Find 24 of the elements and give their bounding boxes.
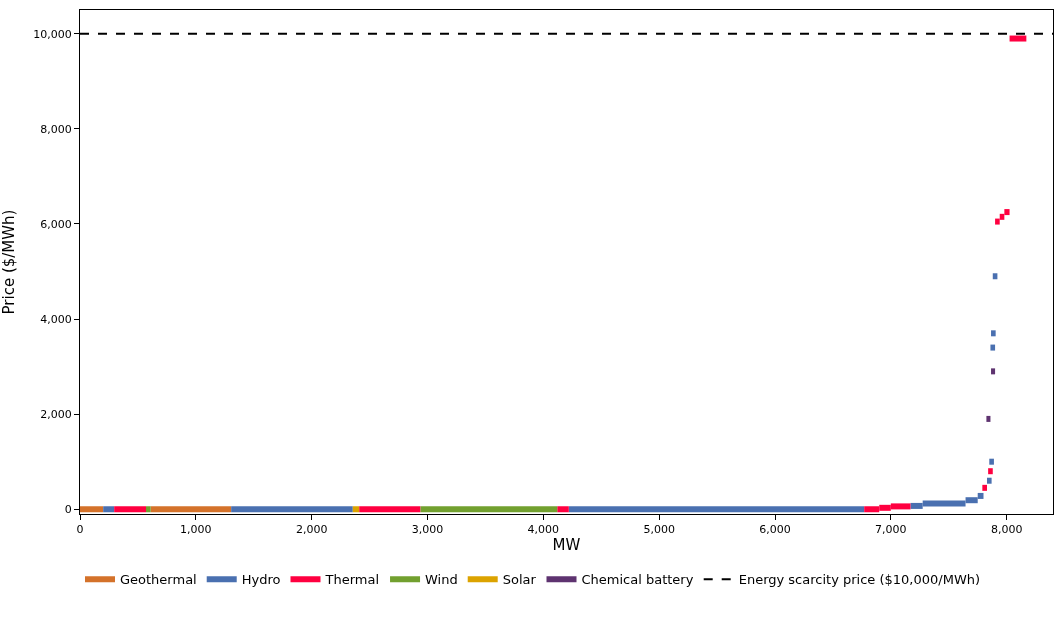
- y-tick-label: 10,000: [33, 27, 72, 41]
- x-axis-title: MW: [552, 536, 581, 555]
- x-tick-label: 3,000: [411, 523, 444, 537]
- legend-label: Geothermal: [120, 572, 197, 588]
- y-tick-label: 2,000: [40, 408, 72, 421]
- legend-label: Energy scarcity price ($10,000/MWh): [738, 572, 981, 588]
- legend-label: Hydro: [241, 572, 281, 588]
- legend-label: Wind: [425, 572, 458, 588]
- y-tick-label: 0: [64, 503, 72, 517]
- legend-label: Chemical battery: [581, 572, 694, 588]
- y-axis-title: Price ($/MWh): [0, 209, 18, 315]
- x-tick-label: 7,000: [875, 523, 907, 537]
- y-tick-label: 4,000: [40, 312, 72, 326]
- x-tick-label: 5,000: [643, 523, 675, 537]
- x-tick-label: 6,000: [759, 523, 791, 537]
- legend-label: Solar: [502, 572, 537, 588]
- x-tick-label: 0: [76, 523, 84, 537]
- legend-label: Thermal: [324, 572, 380, 588]
- y-tick-label: 6,000: [40, 217, 72, 231]
- x-tick-label: 1,000: [180, 523, 212, 537]
- x-tick-label: 4,000: [527, 523, 560, 537]
- y-tick-label: 8,000: [40, 122, 72, 136]
- x-tick-label: 2,000: [295, 523, 328, 537]
- x-tick-label: 8,000: [990, 523, 1023, 537]
